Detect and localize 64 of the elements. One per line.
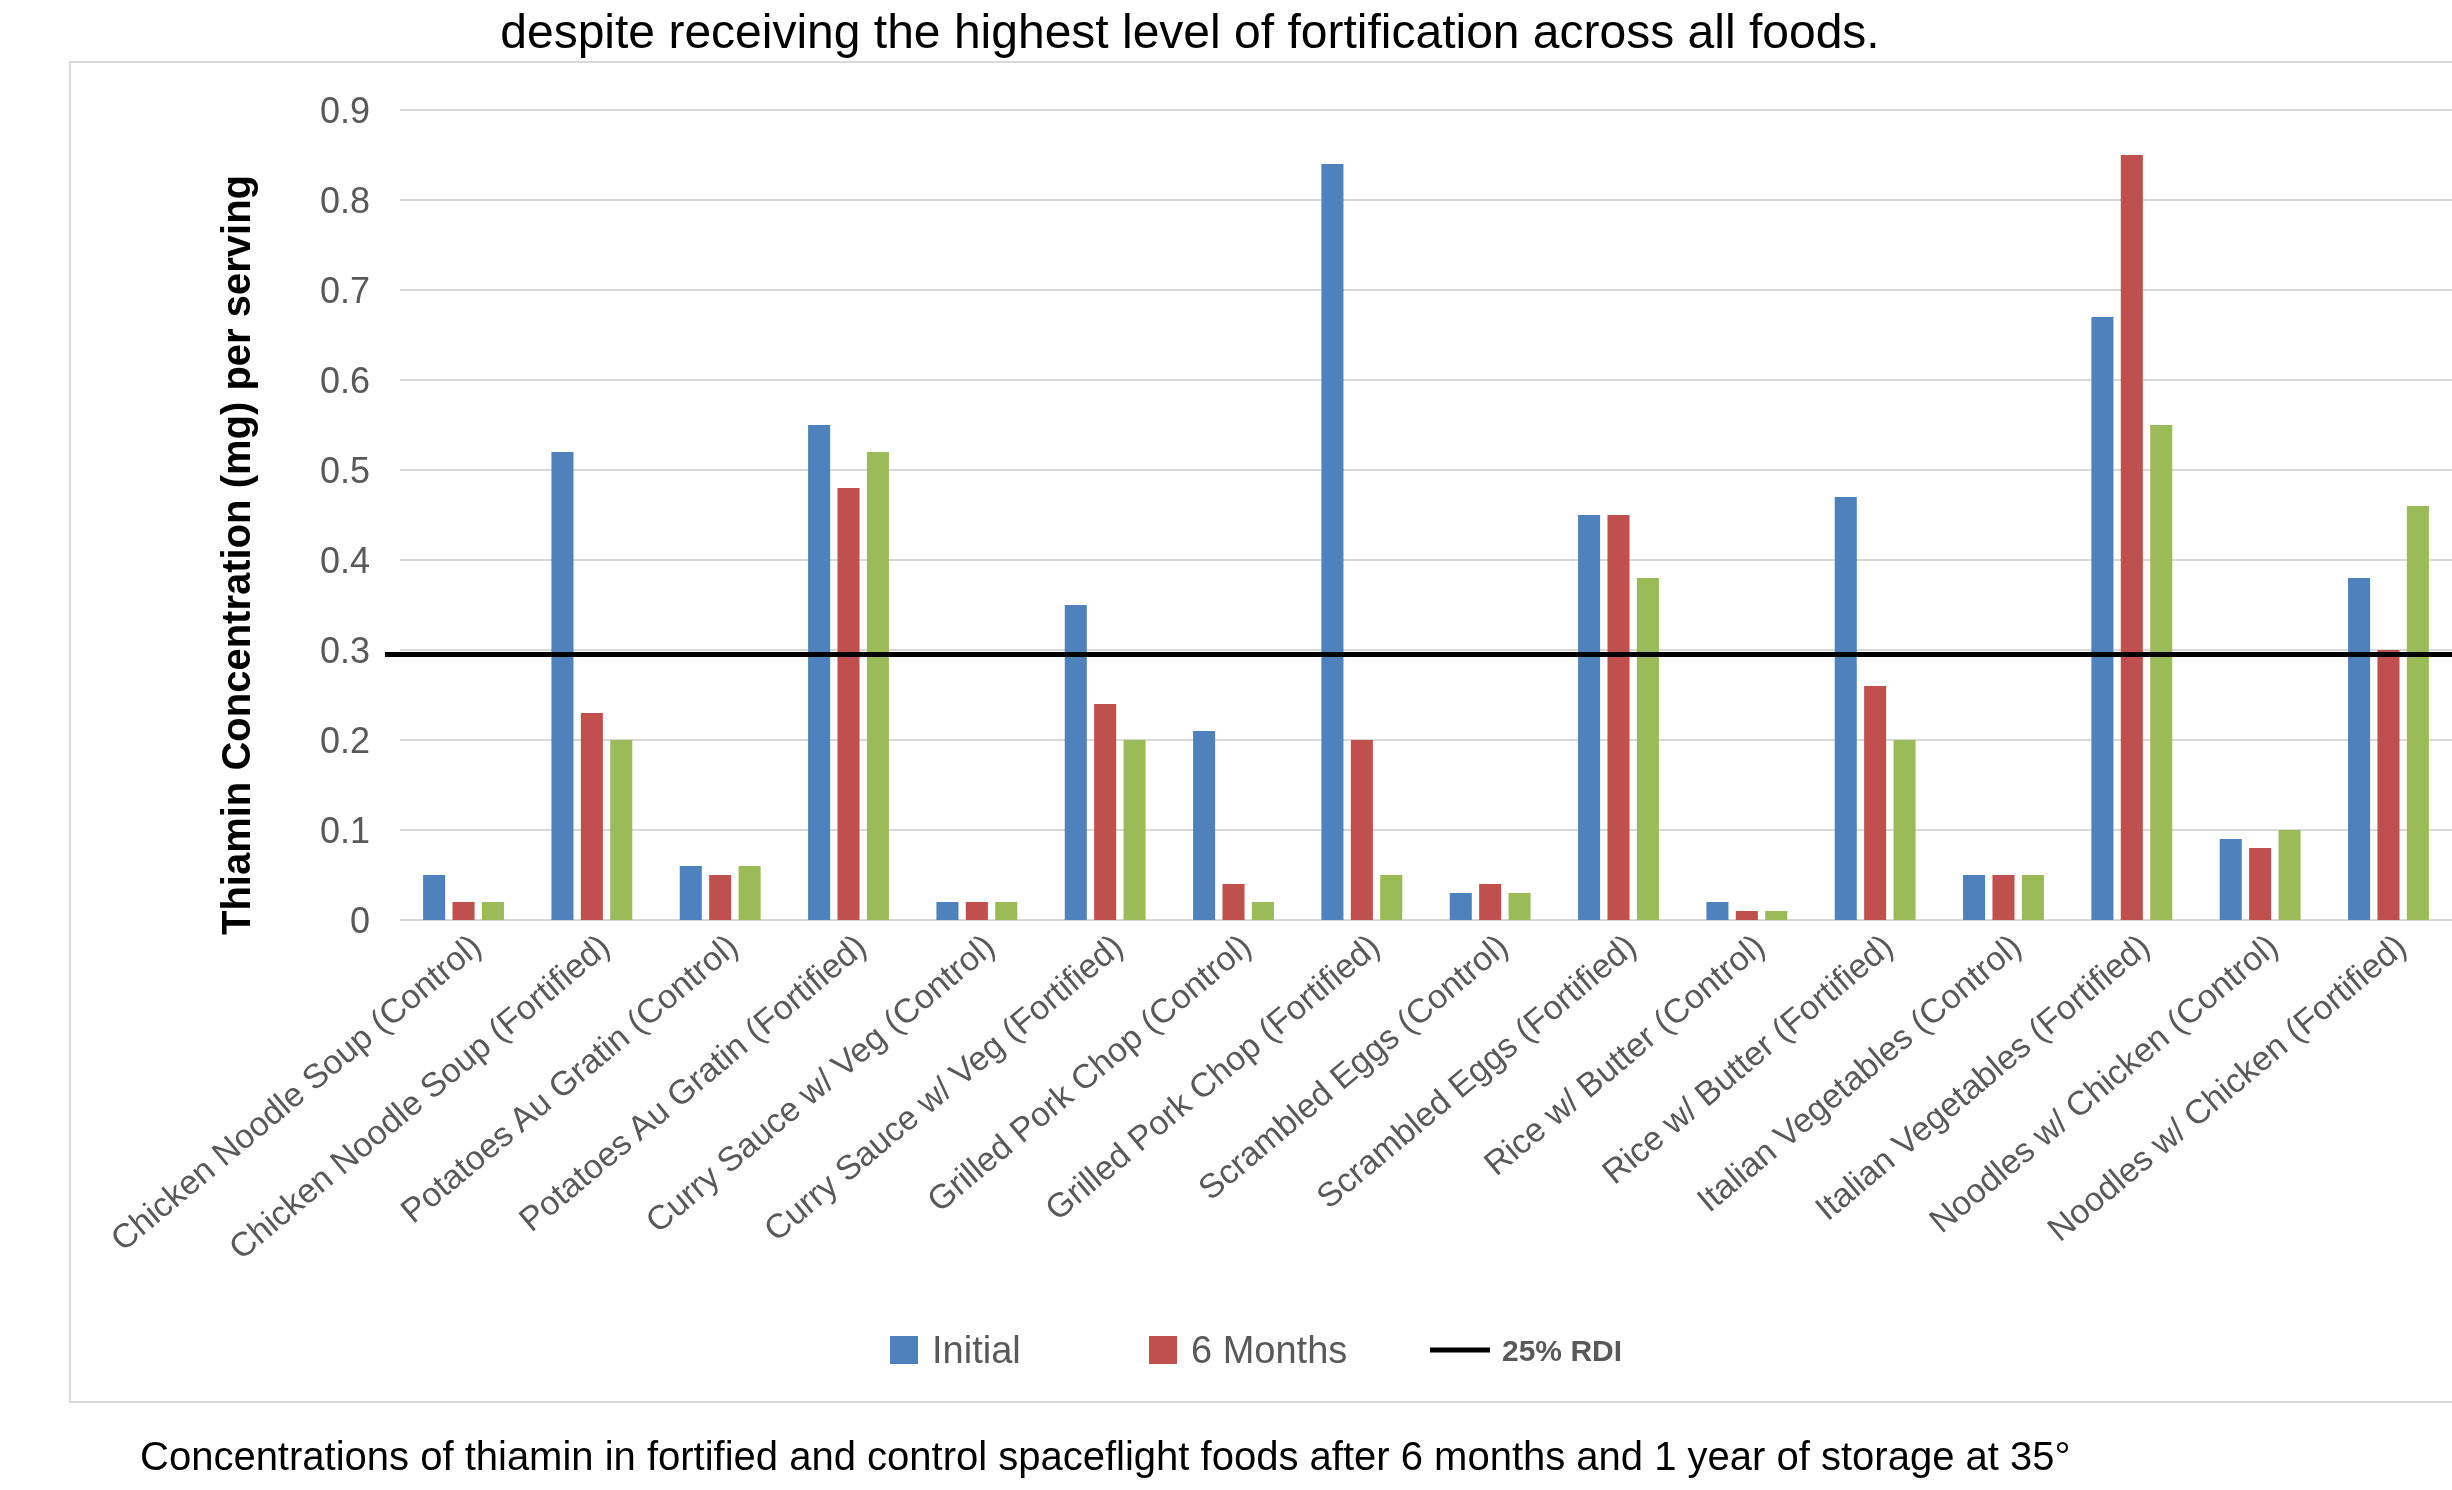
bar: [1193, 731, 1216, 920]
y-tick-label: 0.6: [319, 359, 370, 401]
bar: [1834, 497, 1857, 920]
bar: [808, 425, 831, 920]
bar: [1380, 875, 1403, 920]
bar: [1449, 893, 1472, 920]
bar: [551, 452, 574, 920]
bar: [1735, 911, 1758, 920]
bar: [1123, 740, 1146, 920]
bar: [2348, 578, 2371, 920]
bar: [1350, 740, 1373, 920]
bar: [1094, 704, 1117, 920]
bar: [610, 740, 633, 920]
bar: [1479, 884, 1502, 920]
bar: [995, 902, 1018, 920]
bar: [1992, 875, 2015, 920]
bar: [1893, 740, 1916, 920]
y-tick-label: 0.2: [319, 719, 370, 761]
y-axis-title: Thiamin Concentration (mg) per serving: [214, 174, 258, 936]
bar: [2150, 425, 2173, 920]
y-tick-label: 0.5: [319, 449, 370, 491]
y-tick-label: 0.3: [319, 629, 370, 671]
bar: [2219, 839, 2242, 920]
y-tick-label: 0.8: [319, 179, 370, 221]
bar: [1064, 605, 1087, 920]
y-tick-label: 0.7: [319, 269, 370, 311]
bar: [2120, 155, 2143, 920]
bar: [2021, 875, 2044, 920]
bar: [1222, 884, 1245, 920]
bar: [866, 452, 889, 920]
bar: [1251, 902, 1274, 920]
bar: [1321, 164, 1344, 920]
bar: [709, 875, 732, 920]
bar: [679, 866, 702, 920]
bar: [1508, 893, 1531, 920]
bar: [452, 902, 475, 920]
bar: [481, 902, 504, 920]
y-tick-label: 0.4: [319, 539, 370, 581]
bar: [837, 488, 860, 920]
bar: [1607, 515, 1630, 920]
bar: [2406, 506, 2429, 920]
y-tick-label: 0.1: [319, 809, 370, 851]
bar: [2278, 830, 2301, 920]
legend-label: Initial: [932, 1329, 1021, 1372]
bar: [2091, 317, 2114, 920]
bar: [423, 875, 446, 920]
bar: [1765, 911, 1788, 920]
text: Concentrations of thiamin in fortified and control spaceflight foods after 6 months and 1 year of storage at 35°: [140, 1434, 2071, 1478]
bar: [2249, 848, 2272, 920]
bar: [1578, 515, 1601, 920]
bar: [1864, 686, 1887, 920]
bar: [1636, 578, 1659, 920]
chart-title: despite receiving the highest level of fortification across all foods.: [500, 5, 1880, 58]
bar: [965, 902, 988, 920]
bar: [936, 902, 959, 920]
bar: [738, 866, 761, 920]
bar: [1706, 902, 1729, 920]
legend-label: 6 Months: [1191, 1329, 1348, 1372]
bar: [580, 713, 603, 920]
legend-label: 25% RDI: [1502, 1333, 1623, 1367]
bar: [2377, 650, 2400, 920]
bar: [1963, 875, 1986, 920]
y-tick-label: 0.9: [319, 89, 370, 131]
y-tick-label: 0: [349, 899, 370, 941]
